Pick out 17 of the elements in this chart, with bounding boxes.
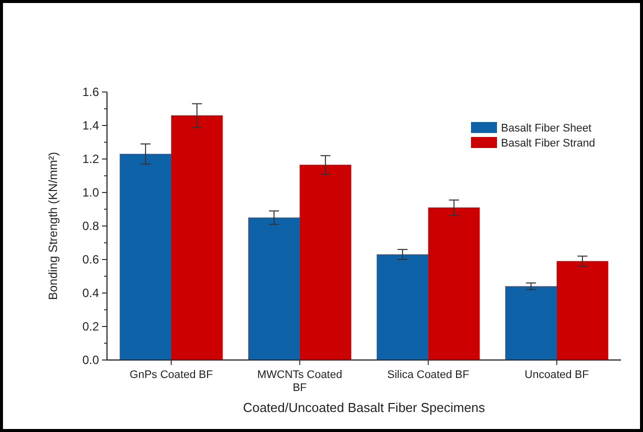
y-tick-label: 0.0 (82, 353, 100, 368)
y-tick-label: 0.8 (82, 219, 100, 234)
y-axis-title: Bonding Strength (KN/mm²) (46, 152, 60, 300)
x-tick-label: GnPs Coated BF (130, 369, 214, 381)
y-tick-label: 0.4 (82, 286, 100, 300)
legend-label: Basalt Fiber Strand (501, 137, 596, 150)
x-tick-label: Uncoated BF (524, 369, 590, 381)
y-tick-label: 1.0 (82, 186, 100, 200)
x-tick-label: Silica Coated BF (387, 369, 470, 381)
y-tick-label: 1.2 (82, 152, 100, 166)
legend-label: Basalt Fiber Sheet (501, 122, 592, 134)
x-tick-label: MWCNTs Coated BF (257, 369, 342, 394)
y-tick-label: 1.6 (82, 85, 100, 100)
x-axis-title: Coated/Uncoated Basalt Fiber Specimens (242, 400, 486, 415)
y-tick-label: 0.6 (82, 252, 100, 267)
y-tick-label: 1.4 (82, 118, 100, 133)
y-tick-label: 0.2 (82, 320, 100, 334)
